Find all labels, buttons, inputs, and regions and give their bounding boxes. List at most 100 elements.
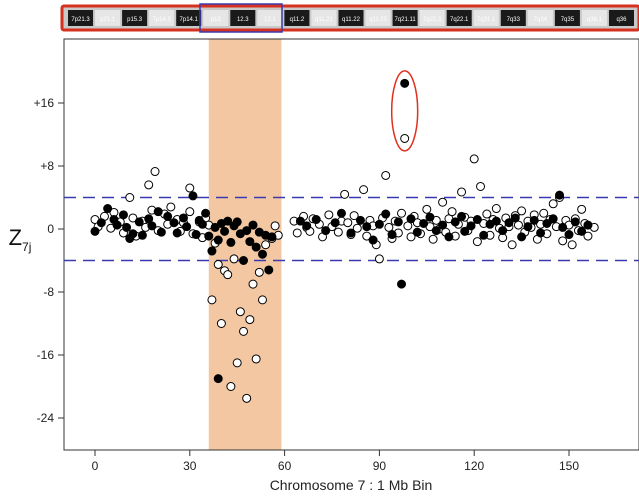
open-point	[232, 358, 242, 368]
ideogram-band-label: 7q22.1	[450, 17, 469, 23]
open-point	[438, 197, 448, 207]
ideogram-band	[419, 10, 445, 26]
open-point	[150, 167, 160, 177]
ideogram-band-label: 7p14.3	[152, 17, 171, 23]
filled-point	[90, 226, 100, 236]
open-point	[406, 232, 416, 242]
ideogram-band-label: 7q33	[507, 17, 521, 23]
open-point	[469, 154, 479, 164]
filled-point	[153, 207, 163, 217]
ideogram-band-label: p13	[211, 17, 222, 23]
filled-point	[542, 218, 552, 228]
ideogram-band-label: 7q21.11	[394, 17, 416, 23]
highlight-region	[208, 39, 282, 450]
open-point	[125, 193, 135, 202]
ideogram-band	[392, 10, 418, 26]
filled-point	[302, 221, 312, 231]
filled-point	[96, 218, 106, 228]
open-point	[352, 223, 362, 233]
filled-point	[156, 227, 166, 237]
filled-point	[444, 232, 454, 242]
open-point	[422, 204, 432, 214]
ideogram-band	[176, 10, 202, 26]
y-axis-title: Z7j	[9, 225, 32, 254]
filled-point	[510, 213, 520, 223]
open-point	[333, 227, 343, 237]
open-point	[381, 170, 391, 180]
filled-point	[223, 216, 233, 226]
x-tick-label: 30	[183, 459, 197, 473]
open-point	[397, 208, 407, 218]
ideogram-band	[338, 10, 364, 26]
open-point	[472, 237, 482, 247]
ideogram-band	[446, 10, 472, 26]
ideogram-band	[581, 10, 607, 26]
filled-point	[245, 237, 255, 247]
filled-point	[311, 215, 321, 225]
ideogram-band-label: 7p14.1	[180, 17, 199, 23]
filled-point	[425, 212, 435, 222]
open-point	[144, 180, 154, 190]
filled-point	[147, 221, 157, 231]
ideogram-band-label: q36.1	[587, 17, 603, 23]
open-point	[270, 221, 280, 231]
ideogram-band	[311, 10, 337, 26]
filled-point	[406, 214, 416, 224]
filled-point	[479, 230, 489, 240]
filled-point	[412, 227, 422, 237]
filled-point	[226, 237, 236, 247]
filled-point	[564, 230, 574, 240]
filled-point	[466, 221, 476, 231]
open-point	[254, 267, 264, 277]
open-point	[447, 207, 457, 217]
filled-point	[346, 228, 356, 238]
ideogram-band	[527, 10, 553, 26]
open-point	[362, 231, 372, 241]
open-point	[235, 307, 245, 317]
plot-area	[63, 38, 639, 451]
filled-point	[397, 279, 407, 289]
filled-point	[239, 256, 249, 265]
ideogram-band-label: p15.3	[127, 17, 143, 23]
ideogram-band	[500, 10, 526, 26]
ideogram-band	[554, 10, 580, 26]
filled-point	[188, 191, 198, 201]
ideogram-bands: 7p21.3 p21.1 p15.3 7p14.3 7p14.1 p13 12.3 12.1 q…	[68, 10, 634, 26]
x-tick-label: 150	[559, 459, 579, 473]
filled-point	[570, 217, 580, 227]
filled-point	[178, 213, 188, 223]
filled-point	[555, 190, 565, 200]
open-point	[349, 211, 359, 221]
filled-point	[169, 218, 179, 228]
open-point	[185, 183, 195, 193]
open-point	[292, 228, 302, 238]
filled-point	[457, 211, 467, 221]
x-tick-label: 0	[92, 459, 99, 473]
filled-point	[163, 211, 173, 221]
ideogram-selection-box	[199, 3, 283, 33]
open-point	[548, 199, 558, 209]
ideogram-band-label: q11.22	[342, 17, 361, 23]
ideogram-band	[257, 10, 283, 26]
outlier-ellipse	[390, 70, 419, 152]
filled-point	[118, 210, 128, 220]
filled-point	[182, 222, 192, 232]
open-point	[223, 270, 233, 280]
filled-point	[112, 220, 122, 230]
filled-point	[523, 222, 533, 232]
filled-point	[472, 215, 482, 225]
ideogram-band-label: 7q31.1	[477, 17, 496, 23]
chromosome-ideogram: 7p21.3 p21.1 p15.3 7p14.3 7p14.1 p13 12.3 12.1 q…	[60, 3, 639, 33]
filled-point	[248, 220, 258, 230]
open-point	[491, 204, 501, 214]
open-point	[242, 393, 252, 403]
filled-point	[517, 232, 527, 242]
filled-point	[137, 230, 147, 240]
open-point	[166, 202, 176, 212]
open-point	[216, 319, 226, 328]
filled-point	[498, 226, 508, 236]
open-point	[340, 189, 350, 199]
y-tick-label: 0	[47, 222, 54, 236]
filled-point	[355, 215, 365, 225]
filled-point	[548, 214, 558, 224]
